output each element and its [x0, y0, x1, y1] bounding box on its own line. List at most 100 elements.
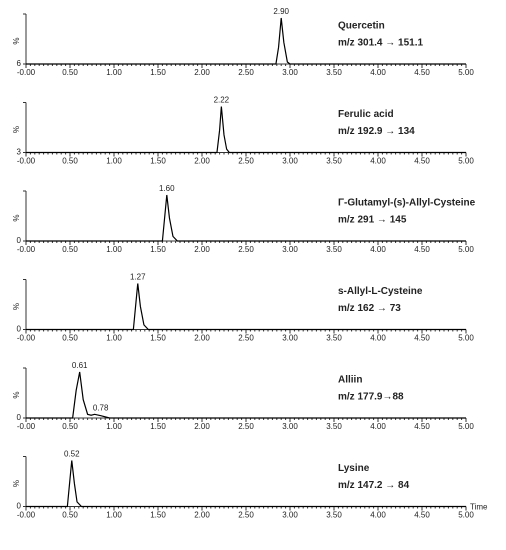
x-tick-label: 1.00: [106, 334, 122, 343]
x-tick-label: 1.50: [150, 334, 166, 343]
x-tick-label: 4.00: [370, 68, 386, 77]
x-tick-label: 5.00: [458, 422, 474, 431]
x-tick-label: -0.00: [17, 511, 36, 520]
x-tick-label: 2.00: [194, 157, 210, 166]
compound-name: Alliin: [338, 375, 362, 386]
y-axis-label: %: [12, 214, 21, 221]
x-tick-label: 3.00: [282, 157, 298, 166]
x-tick-label: 1.50: [150, 511, 166, 520]
x-tick-label: 0.50: [62, 68, 78, 77]
trace: [26, 460, 466, 508]
peak-label: 0.52: [64, 450, 80, 459]
x-tick-label: 2.00: [194, 245, 210, 254]
peak-label: 2.90: [273, 7, 289, 16]
x-tick-label: 2.00: [194, 422, 210, 431]
x-tick-label: 5.00: [458, 511, 474, 520]
transition: m/z 192.9 → 134: [338, 126, 415, 137]
x-tick-label: 5.00: [458, 334, 474, 343]
x-tick-label: 3.00: [282, 68, 298, 77]
x-tick-label: 1.50: [150, 68, 166, 77]
x-tick-label: 4.50: [414, 245, 430, 254]
x-tick-label: 3.50: [326, 334, 342, 343]
y-tick-label: 3: [17, 148, 22, 157]
x-tick-label: 3.50: [326, 157, 342, 166]
transition: m/z 147.2 → 84: [338, 480, 410, 491]
x-tick-label: 0.50: [62, 334, 78, 343]
x-tick-label: 4.50: [414, 68, 430, 77]
compound-name: Γ-Glutamyl-(s)-Allyl-Cysteine: [338, 198, 476, 209]
x-tick-label: 3.00: [282, 245, 298, 254]
x-tick-label: 4.00: [370, 511, 386, 520]
x-tick-label: 2.00: [194, 511, 210, 520]
x-tick-label: 4.50: [414, 334, 430, 343]
x-axis-label: Time: [470, 503, 488, 512]
peak-label: 2.22: [214, 96, 230, 105]
peak-label: 1.27: [130, 273, 146, 282]
x-tick-label: -0.00: [17, 68, 36, 77]
x-tick-label: 5.00: [458, 157, 474, 166]
x-tick-label: 3.50: [326, 422, 342, 431]
trace: [26, 106, 466, 154]
x-tick-label: 4.00: [370, 422, 386, 431]
x-tick-label: 1.00: [106, 511, 122, 520]
x-tick-label: 1.50: [150, 245, 166, 254]
x-tick-label: 1.00: [106, 68, 122, 77]
x-tick-label: 1.50: [150, 422, 166, 431]
transition: m/z 291 → 145: [338, 215, 407, 226]
x-tick-label: 2.50: [238, 157, 254, 166]
compound-name: s-Allyl-L-Cysteine: [338, 286, 423, 297]
x-tick-label: -0.00: [17, 157, 36, 166]
x-tick-label: 4.50: [414, 422, 430, 431]
x-tick-label: 0.50: [62, 157, 78, 166]
compound-name: Lysine: [338, 463, 370, 474]
x-tick-label: 2.50: [238, 245, 254, 254]
y-tick-label: 6: [17, 59, 22, 68]
x-tick-label: 0.50: [62, 245, 78, 254]
y-axis-label: %: [12, 480, 21, 487]
y-axis-label: %: [12, 391, 21, 398]
y-tick-label: 0: [17, 502, 22, 511]
x-tick-label: 3.50: [326, 68, 342, 77]
x-tick-label: 5.00: [458, 245, 474, 254]
x-tick-label: 2.50: [238, 68, 254, 77]
x-tick-label: 1.50: [150, 157, 166, 166]
x-tick-label: 2.50: [238, 422, 254, 431]
x-tick-label: 3.00: [282, 511, 298, 520]
trace: [26, 194, 466, 242]
y-axis-label: %: [12, 126, 21, 133]
x-tick-label: 1.00: [106, 157, 122, 166]
x-tick-label: 4.00: [370, 334, 386, 343]
peak-label: 0.61: [72, 361, 88, 370]
x-tick-label: -0.00: [17, 245, 36, 254]
x-tick-label: 1.00: [106, 422, 122, 431]
compound-name: Quercetin: [338, 21, 385, 32]
transition: m/z 162 → 73: [338, 303, 401, 314]
y-tick-label: 0: [17, 325, 22, 334]
y-tick-label: 0: [17, 236, 22, 245]
y-tick-label: 0: [17, 413, 22, 422]
x-tick-label: -0.00: [17, 334, 36, 343]
y-axis-label: %: [12, 303, 21, 310]
x-tick-label: 0.50: [62, 422, 78, 431]
transition: m/z 301.4 → 151.1: [338, 38, 423, 49]
y-axis-label: %: [12, 37, 21, 44]
trace: [26, 371, 466, 419]
x-tick-label: 3.00: [282, 422, 298, 431]
trace: [26, 283, 466, 331]
x-tick-label: 3.50: [326, 511, 342, 520]
x-tick-label: -0.00: [17, 422, 36, 431]
x-tick-label: 4.50: [414, 511, 430, 520]
x-tick-label: 2.00: [194, 68, 210, 77]
x-tick-label: 4.00: [370, 245, 386, 254]
x-tick-label: 3.00: [282, 334, 298, 343]
transition: m/z 177.9→88: [338, 392, 404, 403]
x-tick-label: 5.00: [458, 68, 474, 77]
x-tick-label: 3.50: [326, 245, 342, 254]
x-tick-label: 4.00: [370, 157, 386, 166]
peak-label: 0.78: [93, 403, 109, 412]
x-tick-label: 1.00: [106, 245, 122, 254]
trace: [26, 17, 466, 65]
peak-label: 1.60: [159, 184, 175, 193]
compound-name: Ferulic acid: [338, 109, 394, 120]
